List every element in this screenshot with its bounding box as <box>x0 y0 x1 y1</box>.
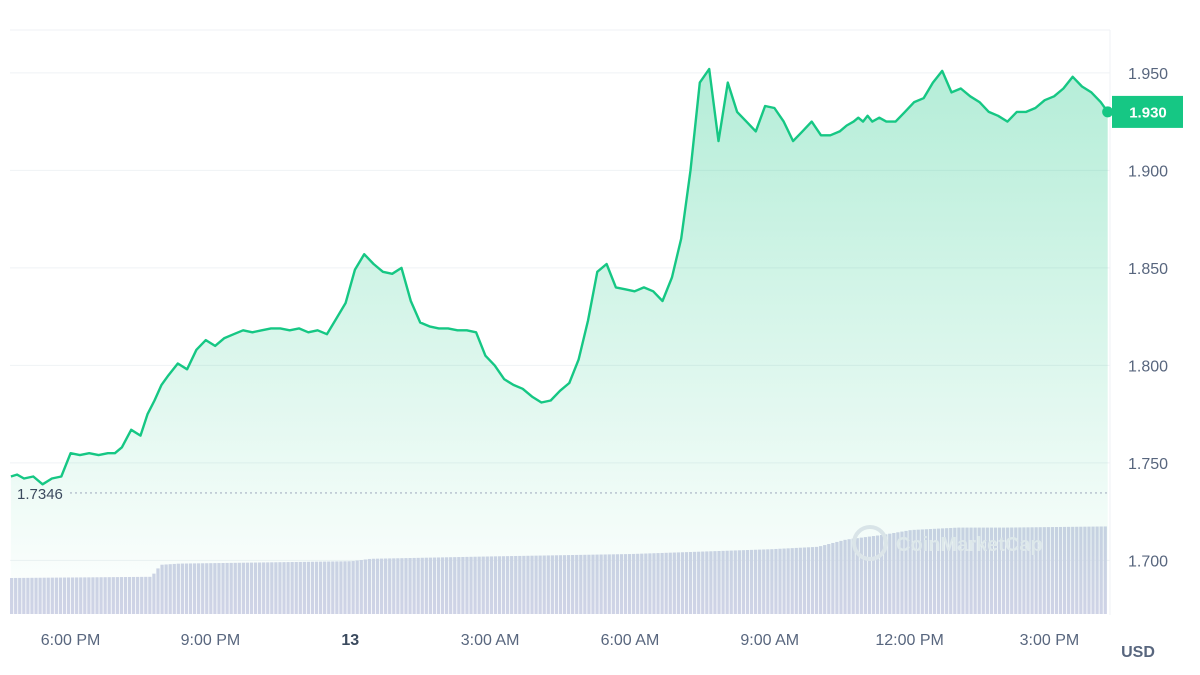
y-tick-label: 1.950 <box>1128 66 1168 83</box>
y-tick-label: 1.700 <box>1128 553 1168 570</box>
x-tick-label: 12:00 PM <box>875 632 943 649</box>
last-price: 1.930 <box>1102 95 1183 128</box>
y-tick-label: 1.850 <box>1128 261 1168 278</box>
y-tick-label: 1.900 <box>1128 163 1168 180</box>
x-tick-label: 13 <box>341 632 359 649</box>
open-price-label: 1.7346 <box>17 486 63 503</box>
x-axis: 6:00 PM 9:00 PM 13 3:00 AM 6:00 AM 9:00 AM 12:… <box>41 632 1079 649</box>
last-price-badge <box>1112 95 1183 128</box>
price-area-fill <box>10 69 1108 615</box>
x-tick-label: 6:00 AM <box>601 632 660 649</box>
y-tick-label: 1.750 <box>1128 456 1168 473</box>
currency-unit-label: USD <box>1121 644 1155 661</box>
y-tick-label: 1.800 <box>1128 358 1168 375</box>
open-price-line: 1.7346 <box>17 486 1110 503</box>
x-tick-label: 6:00 PM <box>41 632 101 649</box>
y-axis: 1.700 1.750 1.800 1.850 1.900 1.950 <box>1128 66 1168 571</box>
x-tick-label: 3:00 AM <box>461 632 520 649</box>
x-tick-label: 9:00 PM <box>181 632 241 649</box>
last-price-dot <box>1102 106 1114 118</box>
x-tick-label: 3:00 PM <box>1020 632 1080 649</box>
last-price-value: 1.930 <box>1129 104 1167 121</box>
price-line <box>10 67 1109 486</box>
price-area <box>10 67 1109 615</box>
x-tick-label: 9:00 AM <box>740 632 799 649</box>
